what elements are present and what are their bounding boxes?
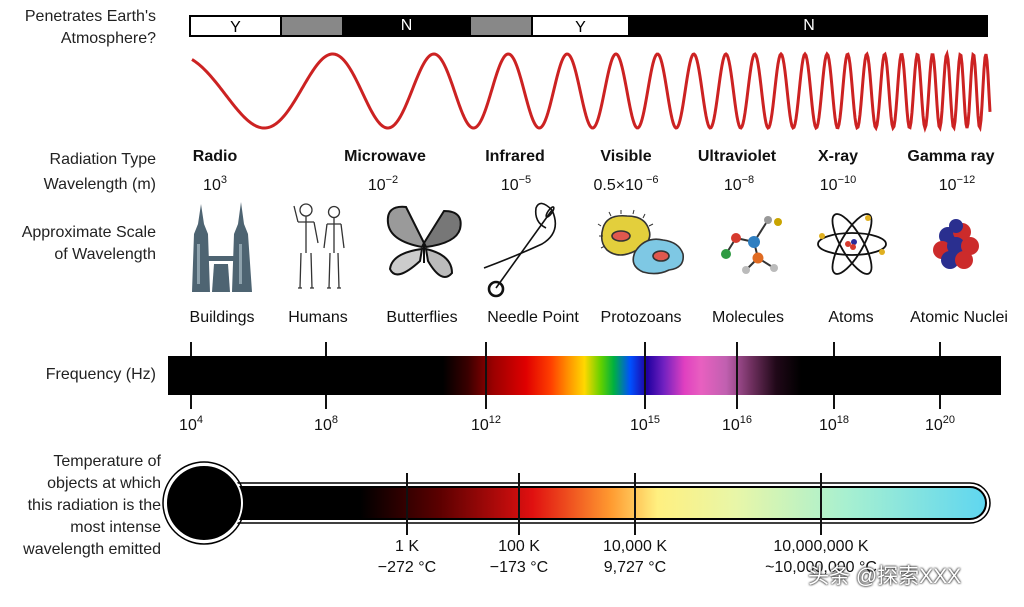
wave-line [191, 49, 992, 133]
thermometer-bulb [165, 464, 243, 542]
wave-graphic [191, 49, 992, 133]
thermometer-tube [203, 486, 987, 520]
frequency-tick-line [190, 342, 192, 356]
wavelength-ultraviolet: 10−8 [723, 174, 755, 194]
frequency-tick-line [833, 342, 835, 356]
frequency-tick-line [190, 395, 192, 409]
frequency-tick-line [833, 395, 835, 409]
frequency-tick-label: 1015 [629, 414, 661, 434]
needle-icon [483, 202, 557, 298]
radiation-type-label: Radiation Type [49, 151, 156, 168]
atmosphere-segment-yes: Y [531, 15, 630, 37]
thermometer [162, 461, 991, 545]
temperature-label-line3: this radiation is the [27, 497, 161, 514]
frequency-tick-line [325, 342, 327, 356]
frequency-tick-label: 104 [179, 414, 203, 434]
radiation-name-radio: Radio [192, 148, 238, 165]
temperature-tick-label: 10,000 K 9,727 °C [602, 538, 668, 576]
frequency-tick-line [939, 395, 941, 409]
penetrates-label-line2: Atmosphere? [60, 30, 156, 47]
scale-molecules: Molecules [711, 309, 785, 326]
frequency-tick-label: 108 [314, 414, 338, 434]
temperature-label-line4: most intense [70, 519, 161, 536]
frequency-tick-line [939, 342, 941, 356]
scale-humans: Humans [288, 309, 348, 326]
temperature-tick-label: 1 K −272 °C [377, 538, 437, 576]
temperature-tick-line [518, 473, 520, 535]
frequency-tick-label: 1016 [721, 414, 753, 434]
scale-label-line2: of Wavelength [54, 246, 156, 263]
temperature-label-line2: objects at which [47, 475, 161, 492]
temperature-tick-line [634, 473, 636, 535]
scale-label-line1: Approximate Scale [21, 224, 156, 241]
wavelength-infrared: 10−5 [500, 174, 532, 194]
atmosphere-segment-partial [471, 15, 531, 37]
molecule-icon [721, 216, 782, 274]
scale-label: Approximate Scale of Wavelength [0, 222, 156, 266]
frequency-tick-label: 1020 [924, 414, 956, 434]
wavelength-label: Wavelength (m) [43, 176, 156, 193]
wavelength-visible: 0.5×10 −6 [593, 174, 659, 194]
temperature-tick-label: 10,000,000 K ~10,000,000 °C [765, 538, 877, 576]
wavelength-microwave: 10−2 [367, 174, 399, 194]
temperature-label-line5: wavelength emitted [23, 541, 161, 558]
penetrates-label: Penetrates Earth's Atmosphere? [0, 6, 156, 50]
frequency-tick-line [485, 342, 487, 409]
frequency-tick-label: 1012 [470, 414, 502, 434]
butterfly-icon [386, 205, 462, 278]
radiation-name-infrared: Infrared [485, 148, 545, 165]
frequency-tick-line [736, 342, 738, 409]
frequency-tick-line [325, 395, 327, 409]
atmosphere-segment-no: N [342, 15, 471, 37]
scale-atomic-nuclei: Atomic Nuclei [910, 309, 1008, 326]
radiation-name-ultraviolet: Ultraviolet [697, 148, 777, 165]
radiation-name-microwave: Microwave [344, 148, 426, 165]
radiation-name-gamma: Gamma ray [907, 148, 995, 165]
atom-icon [817, 213, 887, 275]
radiation-name-visible: Visible [600, 148, 652, 165]
buildings-icon [192, 202, 252, 292]
wavelength-xray: 10−10 [819, 174, 857, 194]
humans-icon [293, 203, 345, 289]
temperature-tick-line [820, 473, 822, 535]
frequency-tick-line [644, 342, 646, 409]
wavelength-radio: 103 [203, 174, 227, 194]
scale-atoms: Atoms [828, 309, 874, 326]
penetrates-label-line1: Penetrates Earth's [24, 8, 156, 25]
temperature-tick-line [406, 473, 408, 535]
atmosphere-segment-yes: Y [189, 15, 282, 37]
atmosphere-segment-partial [282, 15, 342, 37]
protozoan-icon [597, 209, 685, 275]
nucleus-icon [933, 219, 979, 269]
scale-butterflies: Butterflies [386, 309, 458, 326]
scale-needle-point: Needle Point [487, 309, 579, 326]
frequency-label: Frequency (Hz) [45, 366, 156, 383]
temperature-label: Temperature of objects at which this rad… [0, 451, 161, 561]
scale-buildings: Buildings [189, 309, 255, 326]
temperature-tick-label: 100 K −173 °C [489, 538, 549, 576]
radiation-name-xray: X-ray [817, 148, 859, 165]
frequency-spectrum-bar [168, 356, 1001, 395]
frequency-tick-label: 1018 [818, 414, 850, 434]
scale-protozoans: Protozoans [600, 309, 682, 326]
atmosphere-segment-no: N [630, 15, 988, 37]
wavelength-gamma: 10−12 [938, 174, 976, 194]
watermark: 头条 @探索XXX [808, 565, 962, 588]
temperature-label-line1: Temperature of [53, 453, 161, 470]
